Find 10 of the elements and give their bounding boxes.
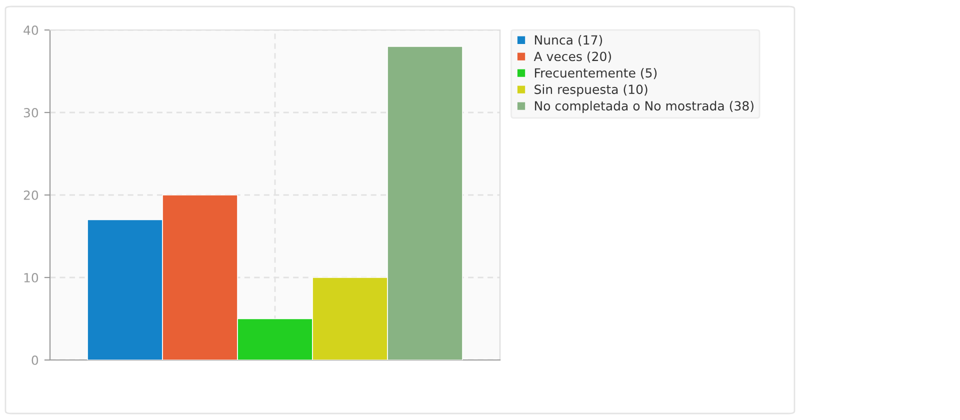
legend-label: A veces (20)	[534, 51, 611, 63]
legend-label: Frecuentemente (5)	[534, 68, 657, 80]
y-tick-label: 0	[32, 355, 38, 365]
y-tick-label: 10	[24, 272, 38, 282]
y-tick-label: 20	[24, 190, 38, 200]
legend-label: No completada o No mostrada (38)	[534, 100, 754, 113]
y-tick-label: 30	[24, 108, 38, 118]
y-tick-label: 40	[24, 25, 38, 35]
legend-label: Nunca (17)	[534, 35, 602, 46]
legend-label: Sin respuesta (10)	[534, 84, 648, 97]
